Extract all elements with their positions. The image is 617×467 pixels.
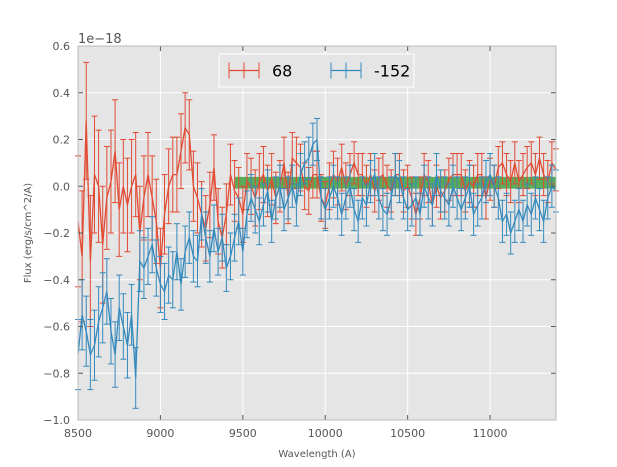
- y-tick-label: 0.6: [53, 40, 71, 53]
- y-tick-label: −0.4: [43, 274, 70, 287]
- legend-label: 68: [272, 62, 292, 81]
- y-axis-label: Flux (erg/s/cm^2/A): [23, 183, 34, 283]
- series-line: [77, 137, 557, 378]
- legend-label: -152: [374, 62, 410, 81]
- series-line: [77, 120, 557, 269]
- x-tick-label: 9000: [146, 427, 174, 440]
- x-tick-label: 10000: [308, 427, 343, 440]
- x-tick-label: 9500: [229, 427, 257, 440]
- plot-frame: [77, 45, 557, 421]
- y-tick-label: −0.6: [43, 321, 70, 334]
- axes: 8500 9000 9500 10000 10500 11000 −1.0 −0.8 −0.6 −…: [43, 40, 557, 440]
- y-tick-label: 0.0: [53, 180, 71, 193]
- x-axis-label: Wavelength (A): [278, 449, 355, 460]
- y-tick-label: 0.4: [53, 87, 71, 100]
- legend: 68 -152: [218, 53, 415, 88]
- y-tick-label: −0.2: [43, 227, 70, 240]
- x-tick-label: 8500: [64, 427, 92, 440]
- x-tick-label: 11000: [473, 427, 508, 440]
- series-1: [75, 117, 559, 409]
- x-tick-label: 10500: [390, 427, 425, 440]
- y-tick-label: −0.8: [43, 367, 70, 380]
- y-tick-label: 0.2: [53, 134, 71, 147]
- series-layer: [75, 61, 559, 409]
- y-tick-label: −1.0: [43, 414, 70, 427]
- y-offset-label: 1e−18: [78, 32, 122, 47]
